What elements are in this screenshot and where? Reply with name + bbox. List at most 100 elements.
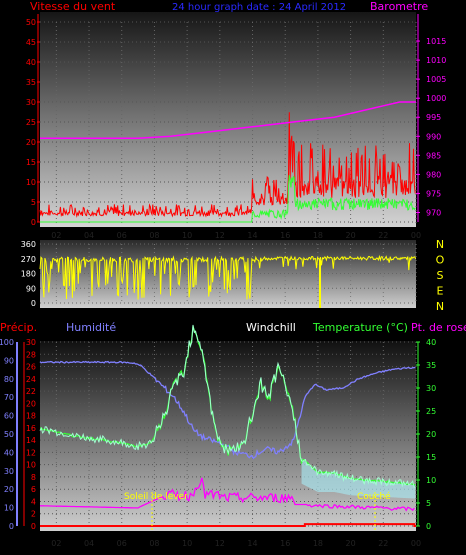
- temperature-tick-label: 24: [26, 375, 36, 384]
- humidity-series: [39, 360, 416, 460]
- bottom-plot-area: [40, 341, 416, 531]
- temperature-tick-label: 18: [26, 412, 36, 421]
- temperature-humidity-panel: Précip. Humidité Windchill Temperature (…: [0, 321, 466, 548]
- wind-direction-series: [39, 254, 417, 300]
- time-tick-label: 12: [215, 539, 225, 548]
- barometer-tick-label: 975: [426, 189, 441, 198]
- humidity-tick-label: 90: [4, 356, 14, 365]
- temperature-tick-label: 26: [26, 363, 36, 372]
- sunset-label: Couché: [357, 491, 391, 502]
- wind-tick-label: 5: [31, 198, 36, 207]
- dewpoint-tick-label: 5: [426, 499, 431, 508]
- dewpoint-tick-label: 0: [426, 522, 431, 531]
- humidity-tick-label: 40: [4, 448, 14, 457]
- wind-barometer-panel: Vitesse du vent 24 hour graph date : 24 …: [26, 0, 447, 240]
- direction-tick-label: 360: [21, 240, 36, 249]
- time-tick-label: 06: [117, 231, 127, 240]
- dewpoint-tick-label: 15: [426, 453, 436, 462]
- precip-series: [40, 523, 416, 527]
- wind-tick-label: 30: [26, 98, 36, 107]
- time-tick-label: 02: [51, 539, 61, 548]
- humidity-tick-label: 50: [4, 430, 14, 439]
- temperature-tick-label: 20: [26, 399, 36, 408]
- wind-speed-label: Vitesse du vent: [30, 0, 116, 13]
- temperature-tick-label: 2: [31, 510, 36, 519]
- wind-average-series: [40, 175, 416, 223]
- sunrise-label: Soleil de lever: [124, 492, 188, 502]
- wind-tick-label: 35: [26, 78, 36, 87]
- dewpoint-label: Pt. de rosée: [411, 321, 466, 334]
- time-tick-label: 04: [84, 231, 94, 240]
- humidity-axis: 0 10 20 30 40 50 60 70 80 90 100: [0, 338, 18, 531]
- temperature-tick-label: 22: [26, 387, 36, 396]
- wind-speed-series: [39, 112, 416, 218]
- bottom-time-axis: 02 04 06 08 10 12 14 16 18 20 22 00: [51, 539, 421, 548]
- top-plot-area: [40, 12, 416, 227]
- barometer-tick-label: 970: [426, 208, 441, 217]
- direction-tick-label: 270: [21, 255, 36, 264]
- humidity-tick-label: 20: [4, 485, 14, 494]
- barometer-tick-label: 1000: [426, 94, 446, 103]
- time-tick-label: 10: [182, 231, 192, 240]
- temperature-tick-label: 6: [31, 485, 36, 494]
- temperature-band: [301, 457, 416, 499]
- wind-tick-label: 0: [31, 218, 36, 227]
- precip-label: Précip.: [0, 321, 37, 334]
- temperature-tick-label: 28: [26, 350, 36, 359]
- barometer-tick-label: 995: [426, 113, 441, 122]
- wind-tick-label: 10: [26, 178, 36, 187]
- temperature-tick-label: 16: [26, 424, 36, 433]
- dewpoint-axis: 0 5 10 15 20 25 30 35 40: [416, 338, 436, 531]
- humidity-tick-label: 0: [9, 522, 14, 531]
- time-tick-label: 22: [378, 231, 388, 240]
- temperature-tick-label: 12: [26, 448, 36, 457]
- dewpoint-tick-label: 25: [426, 407, 436, 416]
- humidity-tick-label: 60: [4, 412, 14, 421]
- time-tick-label: 12: [215, 231, 225, 240]
- compass-letter: S: [437, 269, 444, 282]
- dewpoint-tick-label: 30: [426, 384, 436, 393]
- temperature-tick-label: 4: [31, 497, 36, 506]
- barometer-tick-label: 1010: [426, 56, 446, 65]
- time-tick-label: 10: [182, 539, 192, 548]
- windchill-series: [39, 324, 416, 488]
- windchill-label: Windchill: [246, 321, 296, 334]
- barometer-tick-label: 990: [426, 132, 441, 141]
- wind-tick-label: 45: [26, 38, 36, 47]
- dewpoint-series: [40, 477, 415, 512]
- time-tick-label: 18: [313, 231, 323, 240]
- time-tick-label: 14: [247, 231, 257, 240]
- time-tick-label: 08: [149, 231, 159, 240]
- wind-tick-label: 20: [26, 138, 36, 147]
- time-tick-label: 06: [117, 539, 127, 548]
- barometer-series: [40, 101, 416, 139]
- barometer-axis: 970 975 980 985 990 995 1000 1005 1010 1015: [416, 14, 446, 222]
- compass-letter: N: [436, 300, 444, 313]
- wind-tick-label: 50: [26, 18, 36, 27]
- time-tick-label: 00: [411, 231, 421, 240]
- temperature-tick-label: 14: [26, 436, 36, 445]
- barometer-tick-label: 1015: [426, 37, 446, 46]
- humidity-tick-label: 10: [4, 504, 14, 513]
- humidity-label: Humidité: [66, 321, 116, 334]
- temperature-tick-label: 8: [31, 473, 36, 482]
- wind-speed-axis: 0 5 10 15 20 25 30 35 40 45 50: [26, 14, 40, 227]
- wind-tick-label: 25: [26, 118, 36, 127]
- top-time-axis: 02 04 06 08 10 12 14 16 18 20 22 00: [51, 231, 421, 240]
- dewpoint-tick-label: 35: [426, 361, 436, 370]
- dewpoint-tick-label: 20: [426, 430, 436, 439]
- humidity-tick-label: 30: [4, 467, 14, 476]
- time-tick-label: 00: [411, 539, 421, 548]
- time-tick-label: 14: [247, 539, 257, 548]
- temperature-tick-label: 10: [26, 461, 36, 470]
- barometer-tick-label: 985: [426, 151, 441, 160]
- wind-tick-label: 15: [26, 158, 36, 167]
- time-tick-label: 16: [280, 231, 290, 240]
- time-tick-label: 20: [346, 539, 356, 548]
- wind-tick-label: 40: [26, 58, 36, 67]
- time-tick-label: 02: [51, 231, 61, 240]
- dewpoint-tick-label: 10: [426, 476, 436, 485]
